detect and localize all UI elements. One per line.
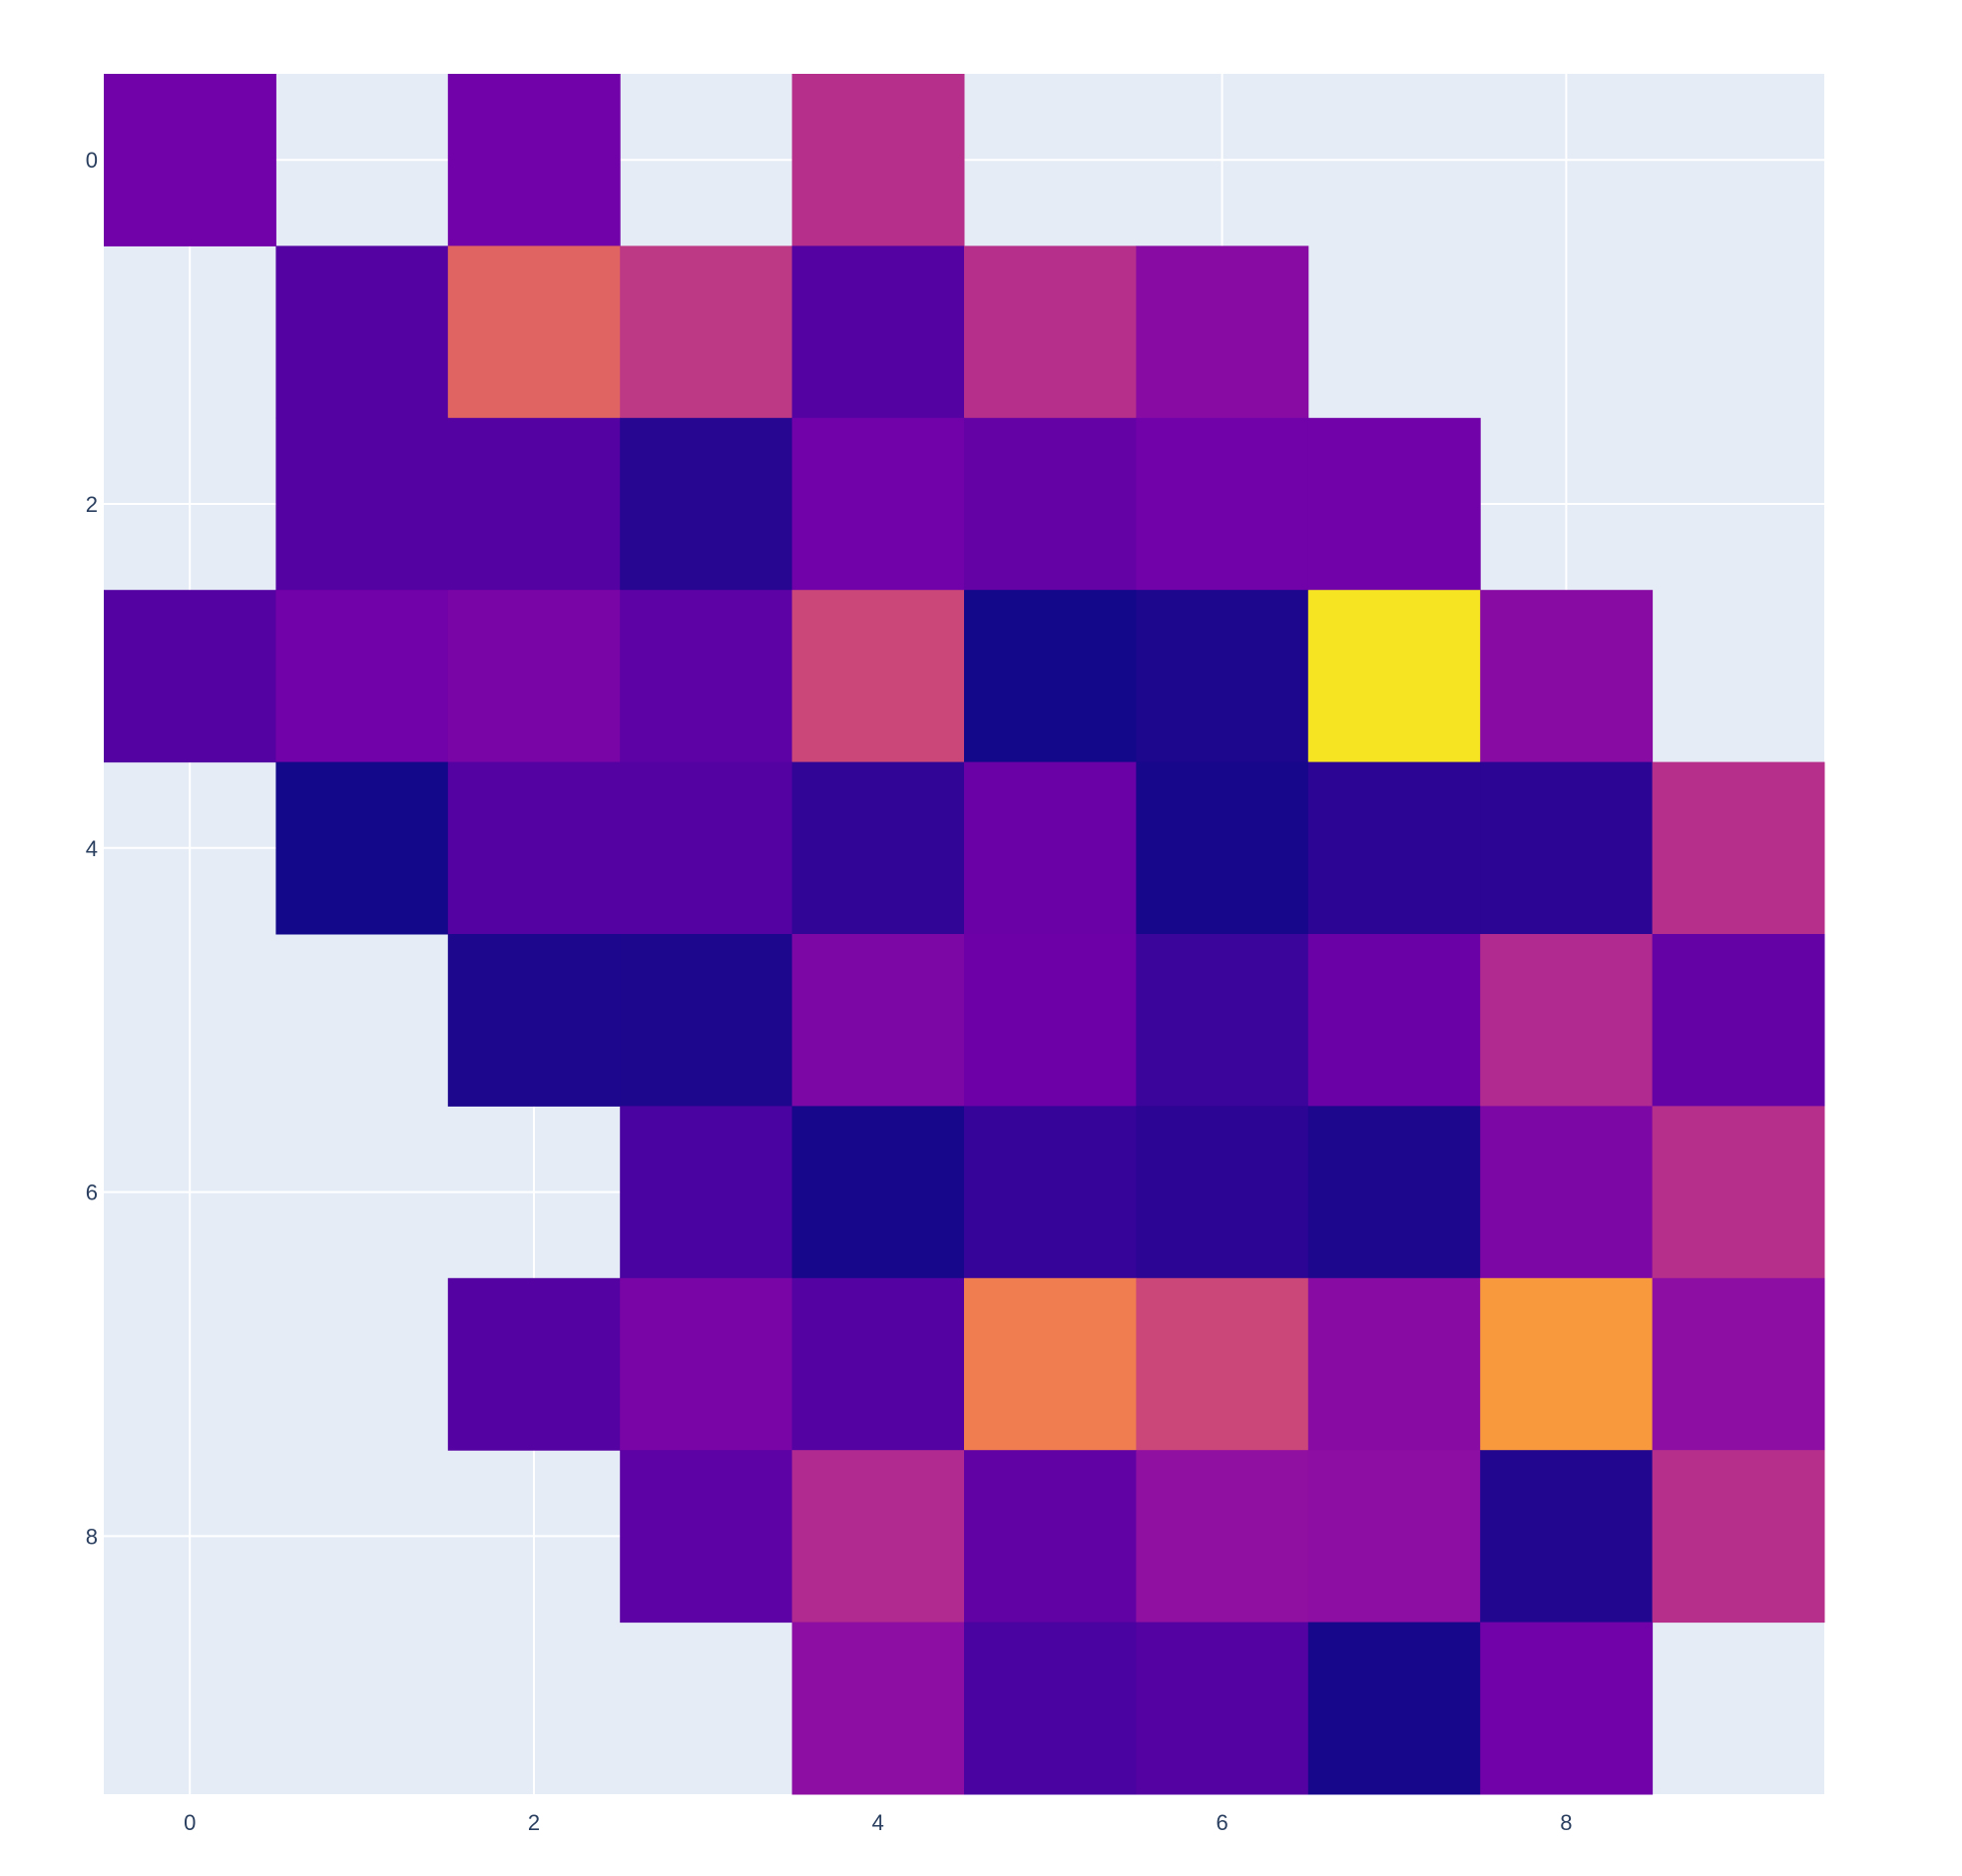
heatmap-cell [1480, 1106, 1654, 1279]
heatmap-cell [447, 417, 621, 591]
heatmap-cell [791, 1622, 965, 1795]
heatmap-cell [104, 74, 276, 246]
y-tick-label: 4 [86, 836, 98, 861]
heatmap-cell [1307, 1106, 1481, 1279]
heatmap-cell [1480, 1622, 1654, 1795]
heatmap-cell [275, 245, 449, 419]
heatmap-cell [275, 590, 449, 763]
x-tick-label: 4 [872, 1810, 884, 1835]
y-tick-label: 2 [86, 492, 98, 517]
heatmap-cell [1652, 1450, 1825, 1624]
heatmap-cell [964, 417, 1137, 591]
heatmap-cell [620, 417, 793, 591]
heatmap-cell [1652, 761, 1825, 935]
heatmap-cell [1652, 1277, 1825, 1451]
heatmap-cell [964, 1622, 1137, 1795]
heatmap-cell [1136, 934, 1309, 1107]
y-tick-label: 6 [86, 1180, 98, 1205]
x-tick-label: 0 [184, 1810, 196, 1835]
heatmap-cell [964, 761, 1137, 935]
heatmap-cell [620, 761, 793, 935]
x-tick-label: 6 [1216, 1810, 1227, 1835]
heatmap-cell [791, 590, 965, 763]
heatmap-cell [620, 590, 793, 763]
heatmap-cell [104, 590, 276, 763]
heatmap-cell [1480, 1277, 1654, 1451]
y-axis-ticks: 0 2 4 6 8 [86, 148, 98, 1549]
heatmap-cell [1307, 417, 1481, 591]
heatmap-cell [447, 74, 621, 246]
heatmap-cell [1136, 1106, 1309, 1279]
heatmap-cell [1136, 1277, 1309, 1451]
heatmap-cell [620, 1277, 793, 1451]
heatmap-cell [1136, 1622, 1309, 1795]
heatmap-cell [791, 74, 965, 246]
heatmap-cell [1480, 590, 1654, 763]
heatmap-cell [791, 1450, 965, 1624]
heatmap-cell [1136, 1450, 1309, 1624]
heatmap-cell [620, 934, 793, 1107]
heatmap-cell [964, 590, 1137, 763]
heatmap-cell [620, 1450, 793, 1624]
heatmap-cell [275, 761, 449, 935]
heatmap-cell [1652, 934, 1825, 1107]
heatmap-cell [1307, 1450, 1481, 1624]
heatmap-cell [275, 417, 449, 591]
heatmap-cell [1136, 417, 1309, 591]
heatmap-cell [791, 761, 965, 935]
heatmap-cell [791, 1106, 965, 1279]
heatmap-cell [791, 245, 965, 419]
x-tick-label: 2 [528, 1810, 540, 1835]
heatmap-cell [447, 590, 621, 763]
heatmap-cell [620, 1106, 793, 1279]
heatmap-cell [1480, 761, 1654, 935]
heatmap-cell [1307, 934, 1481, 1107]
heatmap-cell [1307, 1622, 1481, 1795]
heatmap-cell [964, 245, 1137, 419]
heatmap-cell [791, 1277, 965, 1451]
heatmap-cell [964, 1450, 1137, 1624]
heatmap-cell [447, 245, 621, 419]
heatmap-cell [964, 1277, 1137, 1451]
heatmap-cell [1136, 761, 1309, 935]
heatmap-cell [791, 934, 965, 1107]
heatmap-cell [1307, 590, 1481, 763]
heatmap-cell [447, 761, 621, 935]
heatmap-cell [1307, 761, 1481, 935]
heatmap-cells [104, 74, 1825, 1795]
y-tick-label: 8 [86, 1524, 98, 1549]
heatmap-cell [1136, 590, 1309, 763]
y-tick-label: 0 [86, 148, 98, 173]
heatmap-cell [1480, 1450, 1654, 1624]
heatmap-cell [964, 1106, 1137, 1279]
heatmap-cell [447, 1277, 621, 1451]
heatmap-cell [447, 934, 621, 1107]
x-tick-label: 8 [1560, 1810, 1572, 1835]
heatmap-cell [1480, 934, 1654, 1107]
heatmap-cell [1136, 245, 1309, 419]
x-axis-ticks: 0 2 4 6 8 [184, 1810, 1572, 1835]
heatmap-cell [1652, 1106, 1825, 1279]
heatmap-cell [1307, 1277, 1481, 1451]
heatmap-cell [620, 245, 793, 419]
heatmap-cell [791, 417, 965, 591]
heatmap-cell [964, 934, 1137, 1107]
